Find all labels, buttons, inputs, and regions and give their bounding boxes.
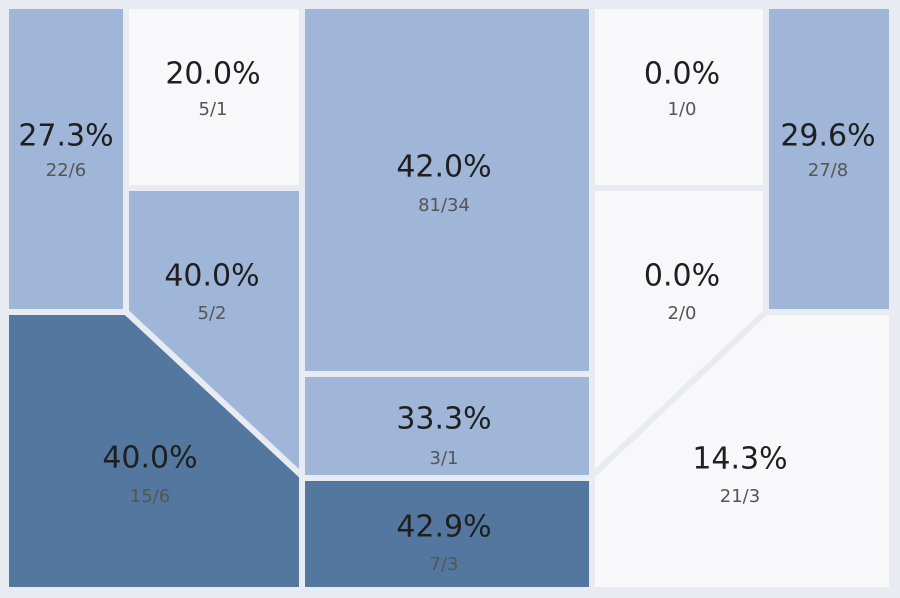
zone-right-wing-top: 0.0% 1/0 (589, 3, 769, 191)
zone-ratio-label: 21/3 (720, 486, 760, 507)
zone-right-bottom: 14.3% 21/3 (589, 309, 895, 593)
zone-percent-label: 40.0% (164, 259, 259, 294)
zone-percent-label: 0.0% (644, 57, 720, 92)
zone-percent-label: 14.3% (692, 442, 787, 477)
zone-right-corner: 29.6% 27/8 (763, 3, 895, 315)
zone-ratio-label: 22/6 (46, 160, 86, 181)
zone-percent-label: 42.9% (396, 510, 491, 545)
zone-ratio-label: 15/6 (130, 486, 170, 507)
zone-ratio-label: 2/0 (668, 303, 697, 324)
zone-percent-label: 42.0% (396, 150, 491, 185)
zone-center-mid: 33.3% 3/1 (299, 371, 595, 481)
zone-shape (589, 3, 769, 191)
zone-ratio-label: 27/8 (808, 160, 848, 181)
zone-ratio-label: 1/0 (668, 99, 697, 120)
zone-ratio-label: 7/3 (430, 554, 459, 575)
zone-center-bottom: 42.9% 7/3 (299, 475, 595, 593)
zone-percent-label: 20.0% (165, 57, 260, 92)
zone-percent-label: 29.6% (780, 119, 875, 154)
zone-ratio-label: 5/2 (198, 303, 227, 324)
zone-shape (3, 3, 129, 315)
zone-percent-label: 33.3% (396, 402, 491, 437)
zone-percent-label: 40.0% (102, 441, 197, 476)
zone-left-corner: 27.3% 22/6 (3, 3, 129, 315)
zone-ratio-label: 81/34 (418, 195, 470, 216)
zone-shape (123, 3, 305, 191)
zone-ratio-label: 5/1 (199, 99, 228, 120)
zone-left-wing-top: 20.0% 5/1 (123, 3, 305, 191)
zone-shape (299, 3, 595, 377)
zone-ratio-label: 3/1 (430, 448, 459, 469)
zone-percent-label: 27.3% (18, 119, 113, 154)
zone-center-top: 42.0% 81/34 (299, 3, 595, 377)
zone-shape (589, 309, 895, 593)
zone-shape (763, 3, 895, 315)
zone-percent-label: 0.0% (644, 259, 720, 294)
